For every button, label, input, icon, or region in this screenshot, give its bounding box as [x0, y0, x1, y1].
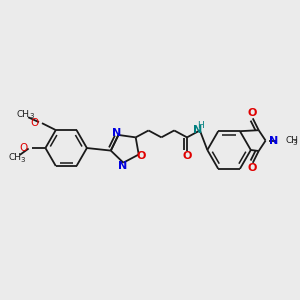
Text: O: O: [182, 151, 192, 161]
Text: N: N: [118, 161, 127, 171]
Text: O: O: [247, 163, 256, 173]
Text: O: O: [20, 142, 28, 152]
Text: O: O: [30, 118, 38, 128]
Text: H: H: [197, 121, 204, 130]
Text: CH: CH: [8, 153, 21, 162]
Text: O: O: [247, 108, 256, 118]
Text: CH: CH: [17, 110, 30, 119]
Text: 3: 3: [29, 113, 34, 119]
Text: CH: CH: [285, 136, 298, 145]
Text: 3: 3: [21, 157, 25, 163]
Text: N: N: [112, 128, 121, 138]
Text: N: N: [193, 125, 203, 136]
Text: 3: 3: [292, 140, 297, 146]
Text: O: O: [137, 151, 146, 160]
Text: N: N: [268, 136, 278, 146]
